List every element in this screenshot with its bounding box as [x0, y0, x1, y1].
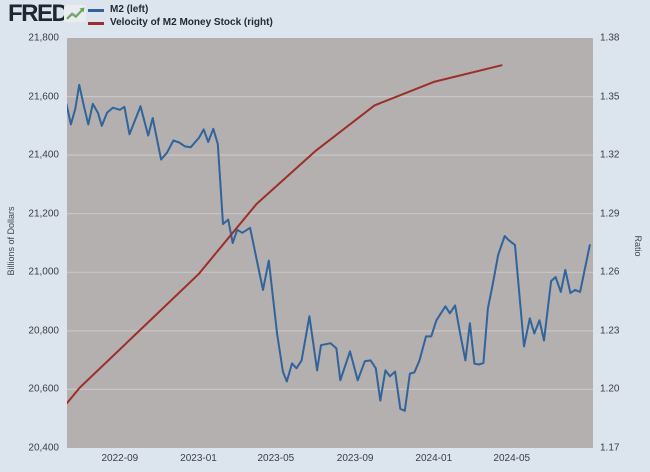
x-axis-tick: 2023-09 — [336, 453, 374, 464]
right-axis-tick: 1.26 — [600, 266, 620, 278]
left-axis-tick: 20,600 — [28, 383, 59, 395]
right-axis-tick: 1.20 — [600, 383, 620, 395]
left-axis-tick: 20,800 — [28, 325, 59, 337]
x-axis-tick: 2023-01 — [180, 453, 217, 464]
x-axis-tick: 2023-05 — [257, 453, 295, 464]
right-axis-title: Ratio — [633, 235, 643, 257]
left-axis-tick: 21,600 — [28, 91, 59, 103]
legend-item-velocity: Velocity of M2 Money Stock (right) — [88, 17, 273, 29]
right-axis-tick: 1.17 — [600, 442, 620, 454]
left-axis-tick: 21,200 — [28, 208, 59, 220]
legend-item-m2: M2 (left) — [88, 4, 273, 16]
right-axis-tick: 1.35 — [600, 91, 620, 103]
left-axis-tick: 20,400 — [28, 442, 59, 454]
legend: M2 (left) Velocity of M2 Money Stock (ri… — [88, 4, 273, 30]
fred-logo-chart-icon — [64, 5, 86, 27]
left-axis-tick: 21,400 — [28, 149, 59, 161]
x-axis-tick: 2024-01 — [415, 453, 453, 464]
right-axis-tick: 1.29 — [600, 208, 620, 220]
left-axis-tick: 21,800 — [28, 32, 59, 44]
x-axis-tick: 2022-09 — [101, 453, 139, 464]
legend-swatch-m2 — [88, 8, 104, 12]
velocity-line — [67, 64, 503, 405]
left-axis-title: Billions of Dollars — [6, 206, 16, 276]
right-axis-tick: 1.23 — [600, 325, 620, 337]
right-axis-tick: 1.32 — [600, 149, 620, 161]
legend-label-velocity: Velocity of M2 Money Stock (right) — [110, 17, 273, 28]
plot-area — [67, 38, 593, 448]
left-axis-tick: 21,000 — [28, 266, 59, 278]
legend-label-m2: M2 (left) — [110, 4, 149, 15]
right-axis-tick: 1.38 — [600, 32, 620, 44]
chart-canvas — [67, 64, 593, 412]
x-axis-tick: 2024-05 — [493, 453, 531, 464]
legend-swatch-velocity — [88, 21, 104, 25]
m2-line — [67, 83, 591, 412]
fred-logo: FRED. — [8, 0, 74, 27]
